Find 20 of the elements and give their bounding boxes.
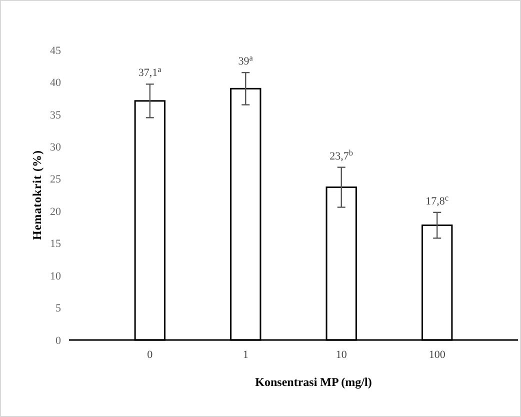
data-label: 37,1$^{a}$ xyxy=(138,64,162,80)
x-tick-label: 10 xyxy=(336,349,348,361)
y-tick-label: 30 xyxy=(50,142,62,154)
y-tick-label: 35 xyxy=(50,109,62,122)
data-label: 17,8$^{c}$ xyxy=(426,192,449,208)
y-tick-label: 40 xyxy=(50,77,62,90)
y-tick-label: 5 xyxy=(56,302,62,315)
data-label: 39$^{a}$ xyxy=(238,53,254,68)
data-label: 23,7$^{b}$ xyxy=(330,148,354,162)
x-axis-title: Konsentrasi MP (mg/l) xyxy=(255,375,372,389)
x-tick-label: 100 xyxy=(428,349,446,361)
x-tick-label: 0 xyxy=(147,349,154,361)
y-tick-label: 15 xyxy=(50,238,62,250)
y-tick-label: 0 xyxy=(56,334,62,347)
y-tick-label: 10 xyxy=(50,270,62,282)
x-tick-label: 1 xyxy=(242,349,248,361)
y-tick-label: 45 xyxy=(50,44,62,57)
y-axis-title: Hematokrit (%) xyxy=(30,150,44,240)
y-tick-label: 20 xyxy=(50,206,62,218)
y-tick-label: 25 xyxy=(50,174,62,186)
